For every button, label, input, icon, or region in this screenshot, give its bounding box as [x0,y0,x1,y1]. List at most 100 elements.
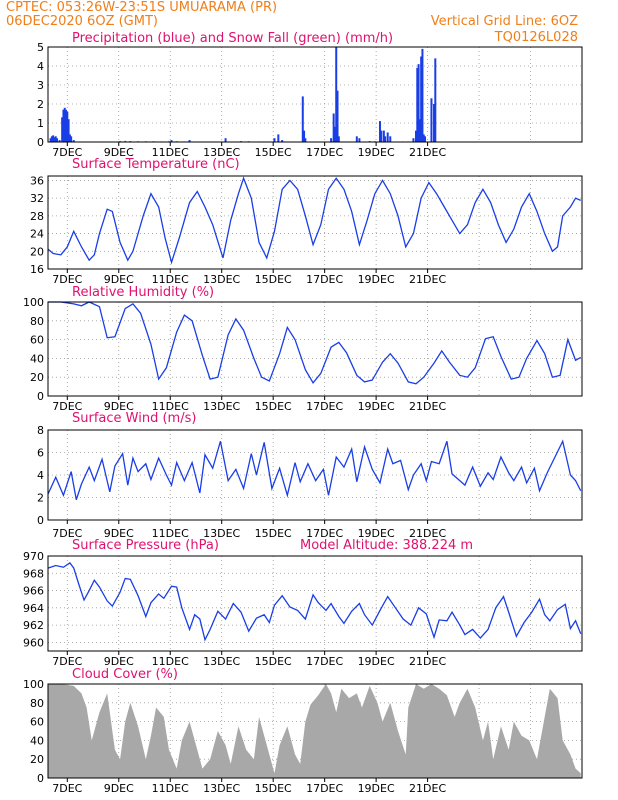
y-tick-label: 20 [30,753,44,766]
x-tick-label: 21DEC [409,146,446,159]
x-tick-label: 13DEC [203,273,240,286]
station-header: CPTEC: 053:26W-23:51S UMUARAMA (PR) [6,0,277,15]
y-tick-label: 960 [23,636,44,649]
temp-line [47,176,581,265]
y-tick-label: 964 [23,602,44,615]
model-code: TQ0126L028 [494,30,578,45]
y-tick-label: 40 [30,734,44,747]
y-tick-label: 28 [30,210,44,223]
y-tick-label: 0 [37,514,44,527]
y-tick-label: 20 [30,371,44,384]
x-tick-label: 7DEC [52,527,82,540]
x-tick-label: 15DEC [255,146,292,159]
x-tick-label: 13DEC [203,782,240,795]
x-tick-label: 13DEC [203,400,240,413]
x-tick-label: 13DEC [203,527,240,540]
temp-title: Surface Temperature (nC) [72,157,240,172]
y-tick-label: 1 [37,117,44,130]
model-altitude: Model Altitude: 388.224 m [300,538,473,553]
y-tick-label: 60 [30,334,44,347]
temp-panel: 16 20 24 28 32 36 Surface Temperature (nC) 7DEC… [30,157,583,286]
x-tick-label: 17DEC [306,655,343,668]
cloud-panel: 0 20 40 60 80 100 Cloud Cover (%) 7DEC 9DEC 11DEC… [23,667,583,795]
y-tick-label: 5 [37,41,44,54]
y-tick-label: 2 [37,98,44,111]
x-tick-label: 19DEC [358,146,395,159]
x-tick-label: 11DEC [152,782,189,795]
pressure-panel: 960 962 964 966 968 970 Surface Pressure (hPa)… [23,538,583,668]
x-tick-label: 15DEC [255,527,292,540]
y-tick-label: 60 [30,716,44,729]
y-tick-label: 8 [37,424,44,437]
wind-frame [47,429,583,521]
x-tick-label: 17DEC [306,273,343,286]
x-tick-label: 7DEC [52,400,82,413]
x-tick-label: 21DEC [409,273,446,286]
wind-panel: 0 2 4 6 8 Surface Wind (m/s) 7DEC 9DEC 11DEC 13DE… [37,411,583,540]
rh-panel: 0 20 40 60 80 100 Relative Humidity (%) 7DEC 9DE… [23,285,583,413]
wind-title: Surface Wind (m/s) [72,411,196,426]
rh-frame [47,301,583,397]
y-tick-label: 0 [37,390,44,403]
x-tick-label: 19DEC [358,782,395,795]
wind-line [47,439,582,500]
x-tick-label: 13DEC [203,146,240,159]
run-date-header: 06DEC2020 6OZ (GMT) [6,14,158,29]
x-tick-label: 9DEC [104,400,134,413]
y-tick-label: 80 [30,315,44,328]
y-tick-label: 100 [23,296,44,309]
x-tick-label: 11DEC [152,527,189,540]
x-tick-label: 9DEC [104,146,134,159]
y-tick-label: 4 [37,469,44,482]
grid-line-note: Vertical Grid Line: 6OZ [431,14,578,29]
x-tick-label: 7DEC [52,655,82,668]
x-tick-label: 11DEC [152,273,189,286]
rh-title: Relative Humidity (%) [72,285,214,300]
x-tick-label: 15DEC [255,400,292,413]
precip-title: Precipitation (blue) and Snow Fall (gree… [72,31,393,46]
x-tick-label: 15DEC [255,655,292,668]
y-tick-label: 36 [30,174,44,187]
x-tick-label: 17DEC [306,782,343,795]
y-tick-label: 962 [23,619,44,632]
y-tick-label: 100 [23,678,44,691]
cloud-frame [47,683,583,779]
pressure-frame [47,555,583,652]
x-tick-label: 11DEC [152,655,189,668]
x-tick-label: 19DEC [358,273,395,286]
precip-frame [47,46,583,143]
cloud-title: Cloud Cover (%) [72,667,178,682]
cloud-cover-area [48,684,581,778]
y-tick-label: 970 [23,550,44,563]
x-tick-label: 7DEC [52,146,82,159]
x-tick-label: 21DEC [409,400,446,413]
x-tick-label: 11DEC [152,400,189,413]
y-tick-label: 32 [30,192,44,205]
pressure-title: Surface Pressure (hPa) [72,538,219,553]
y-tick-label: 80 [30,697,44,710]
y-tick-label: 24 [30,228,44,241]
x-tick-label: 17DEC [306,146,343,159]
y-tick-label: 966 [23,585,44,598]
y-tick-label: 968 [23,567,44,580]
x-tick-label: 17DEC [306,400,343,413]
y-tick-label: 4 [37,60,44,73]
y-tick-label: 6 [37,447,44,460]
x-tick-label: 15DEC [255,273,292,286]
precip-panel: 0 1 2 3 4 5 Precipitation (blue) and Snow Fall… [37,31,583,159]
x-tick-label: 15DEC [255,782,292,795]
x-tick-label: 11DEC [152,146,189,159]
x-tick-label: 21DEC [409,527,446,540]
x-tick-label: 9DEC [104,527,134,540]
x-tick-label: 9DEC [104,273,134,286]
x-tick-label: 9DEC [104,782,134,795]
panels: 0 1 2 3 4 5 Precipitation (blue) and Snow Fall… [23,31,583,795]
x-tick-label: 19DEC [358,655,395,668]
x-tick-label: 17DEC [306,527,343,540]
x-tick-label: 21DEC [409,782,446,795]
y-tick-label: 40 [30,352,44,365]
rh-line [48,301,582,385]
y-tick-label: 20 [30,245,44,258]
x-tick-label: 7DEC [52,782,82,795]
